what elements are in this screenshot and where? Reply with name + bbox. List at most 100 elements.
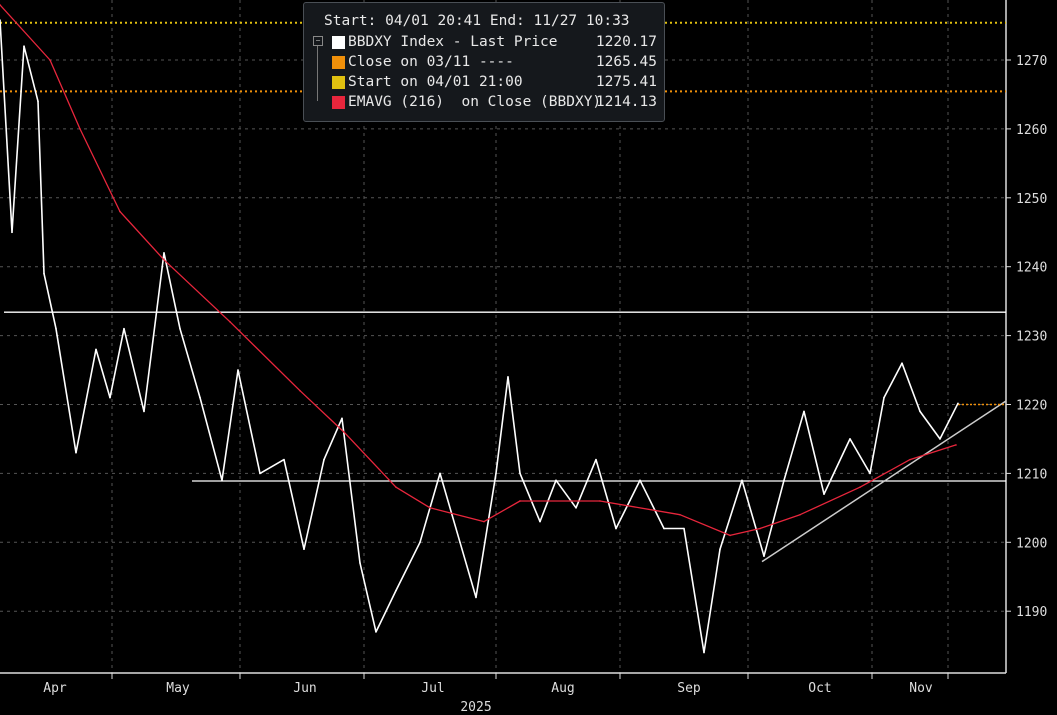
price-point (639, 479, 641, 482)
legend-entry-price[interactable]: BBDXY Index - Last Price 1220.17 (332, 34, 657, 53)
price-point (823, 493, 825, 495)
price-point (323, 458, 325, 461)
swatch-white (332, 36, 345, 49)
collapse-icon[interactable]: − (313, 36, 323, 46)
price-point (919, 410, 921, 413)
swatch-yellow (332, 76, 345, 89)
trendline (761, 400, 1007, 563)
y-tick-label: 1220 (1016, 399, 1047, 414)
price-point (55, 327, 57, 330)
price-point (495, 472, 497, 475)
x-tick-label: Apr (43, 681, 67, 696)
ema-point (163, 259, 165, 261)
legend-label: BBDXY Index - Last Price (348, 34, 558, 50)
legend-value: 1265.45 (595, 54, 657, 70)
price-point (595, 458, 597, 461)
price-point (803, 410, 805, 413)
price-point (303, 548, 305, 550)
price-point (0, 19, 1, 21)
y-tick-label: 1250 (1016, 192, 1047, 207)
ema-point (0, 4, 1, 6)
price-point (283, 458, 285, 461)
x-tick-label: Aug (551, 681, 574, 696)
ema-point (343, 431, 345, 433)
price-point (221, 479, 223, 482)
price-point (957, 402, 959, 405)
y-tick-label: 1210 (1016, 467, 1047, 482)
price-point (475, 596, 477, 599)
ema-point (119, 210, 121, 213)
price-point (109, 396, 111, 399)
y-tick-label: 1190 (1016, 605, 1047, 620)
ema-point (519, 500, 521, 502)
y-tick-label: 1200 (1016, 536, 1047, 551)
legend-value: 1275.41 (595, 74, 657, 90)
y-tick-label: 1230 (1016, 330, 1047, 345)
ema-point (859, 486, 861, 488)
legend-entry-close[interactable]: Close on 03/11 ---- 1265.45 (332, 54, 657, 73)
price-point (615, 527, 617, 530)
ema-point (599, 500, 601, 502)
price-point (163, 252, 165, 254)
price-point (869, 472, 871, 475)
x-tick-label: Oct (808, 681, 831, 696)
price-point (259, 472, 261, 475)
price-point (359, 562, 361, 564)
price-point (11, 231, 13, 234)
x-tick-label: Nov (909, 681, 933, 696)
ema-point (955, 444, 957, 446)
y-tick-label: 1240 (1016, 261, 1047, 276)
price-point (43, 272, 45, 275)
legend-label: Close on 03/11 ---- (348, 54, 514, 70)
price-point (555, 479, 557, 482)
price-point (419, 541, 421, 544)
price-point (883, 396, 885, 399)
price-point (849, 438, 851, 440)
price-point (763, 555, 765, 557)
ema-point (729, 534, 731, 537)
ema-line (0, 4, 957, 537)
price-point (341, 417, 343, 420)
legend-label: EMAVG (216) on Close (BBDXY) (348, 94, 602, 110)
price-point (539, 520, 541, 523)
legend-value: 1214.13 (595, 94, 657, 110)
price-point (395, 589, 397, 592)
legend-entry-ema[interactable]: EMAVG (216) on Close (BBDXY) 1214.13 (332, 94, 657, 113)
legend-tree-line (317, 39, 319, 101)
ema-point (79, 128, 81, 130)
ema-point (679, 513, 681, 516)
y-tick-label: 1260 (1016, 123, 1047, 138)
price-point (719, 548, 721, 550)
price-point (507, 376, 509, 378)
ema-point (799, 513, 801, 516)
price-point (143, 410, 145, 413)
x-tick-label: May (166, 681, 190, 696)
ema-point (229, 321, 231, 323)
price-point (901, 362, 903, 364)
price-point (179, 327, 181, 330)
price-point (375, 631, 377, 633)
price-point (199, 396, 201, 399)
legend-label: Start on 04/01 21:00 (348, 74, 523, 90)
price-point (23, 45, 25, 48)
price-point (459, 541, 461, 544)
price-point (95, 348, 97, 351)
legend-entry-start[interactable]: Start on 04/01 21:00 1275.41 (332, 74, 657, 93)
ema-point (299, 389, 301, 392)
x-tick-label: Jun (293, 681, 316, 696)
price-point (741, 479, 743, 482)
price-point (123, 327, 125, 330)
ema-point (395, 486, 397, 488)
price-point (663, 527, 665, 530)
legend-header: Start: 04/01 20:41 End: 11/27 10:33 (324, 13, 630, 29)
ema-point (909, 458, 911, 461)
price-point (703, 651, 705, 654)
price-point (237, 369, 239, 371)
y-tick-label: 1270 (1016, 54, 1047, 69)
ema-point (429, 507, 431, 509)
price-point (939, 438, 941, 440)
legend[interactable]: Start: 04/01 20:41 End: 11/27 10:33 − BB… (303, 2, 665, 122)
x-year-label: 2025 (460, 700, 491, 715)
price-point (519, 472, 521, 475)
